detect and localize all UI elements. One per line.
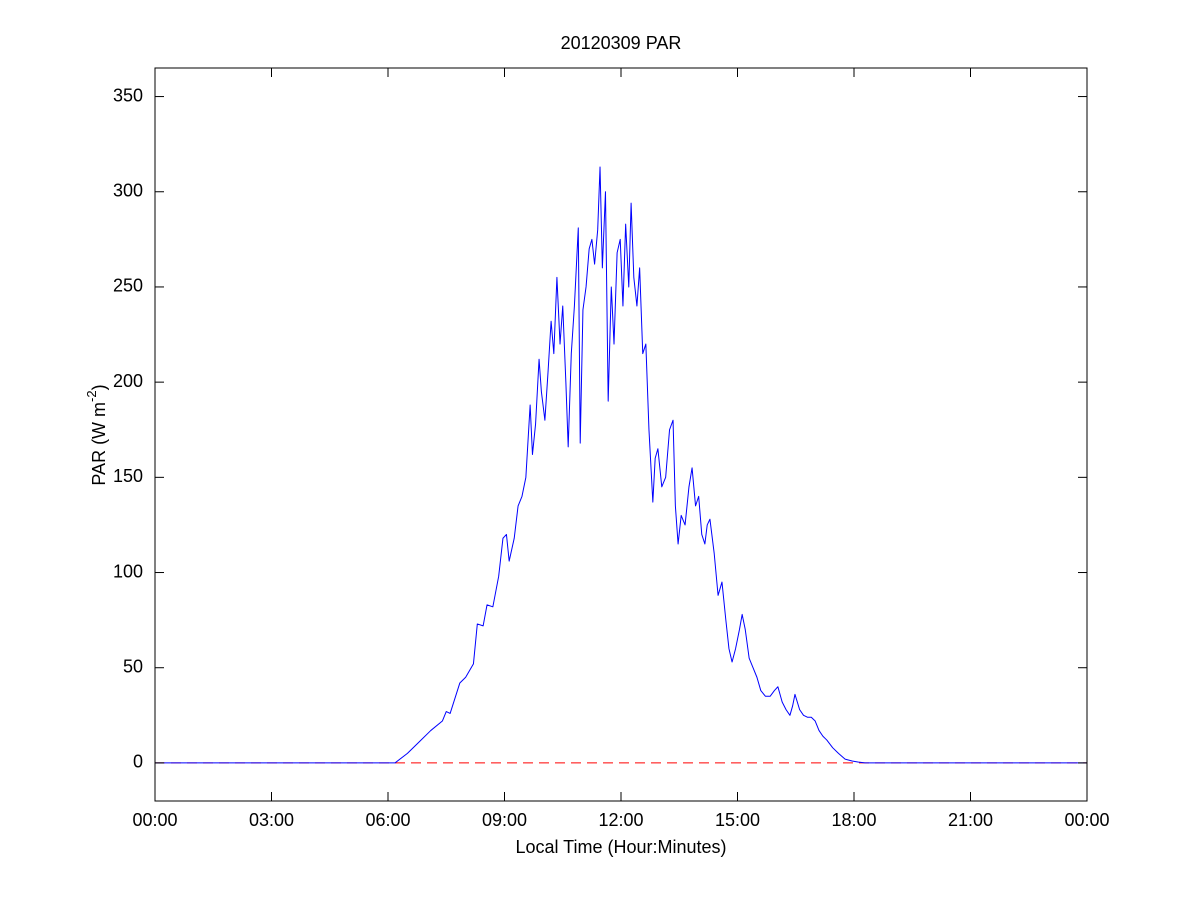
- x-tick-label: 21:00: [948, 810, 993, 830]
- y-tick-label: 350: [113, 85, 143, 105]
- y-tick-label: 150: [113, 466, 143, 486]
- x-tick-label: 03:00: [249, 810, 294, 830]
- x-tick-label: 00:00: [132, 810, 177, 830]
- y-tick-label: 200: [113, 371, 143, 391]
- x-tick-label: 12:00: [598, 810, 643, 830]
- y-axis-label-superscript: -2: [84, 390, 99, 402]
- data-line: [155, 166, 1087, 764]
- y-tick-label: 100: [113, 561, 143, 581]
- y-tick-label: 50: [123, 656, 143, 676]
- x-axis-label: Local Time (Hour:Minutes): [515, 837, 726, 857]
- y-tick-label: 300: [113, 181, 143, 201]
- y-tick-label: 0: [133, 752, 143, 772]
- x-tick-label: 18:00: [831, 810, 876, 830]
- x-tick-label: 00:00: [1064, 810, 1109, 830]
- x-tick-label: 15:00: [715, 810, 760, 830]
- y-tick-label: 250: [113, 276, 143, 296]
- y-axis-label-text: PAR (W m: [89, 402, 109, 486]
- y-axis-label-suffix: ): [89, 384, 109, 390]
- x-tick-label: 09:00: [482, 810, 527, 830]
- y-axis-label: PAR (W m-2): [84, 384, 108, 485]
- chart-title: 20120309 PAR: [561, 33, 682, 53]
- x-tick-label: 06:00: [365, 810, 410, 830]
